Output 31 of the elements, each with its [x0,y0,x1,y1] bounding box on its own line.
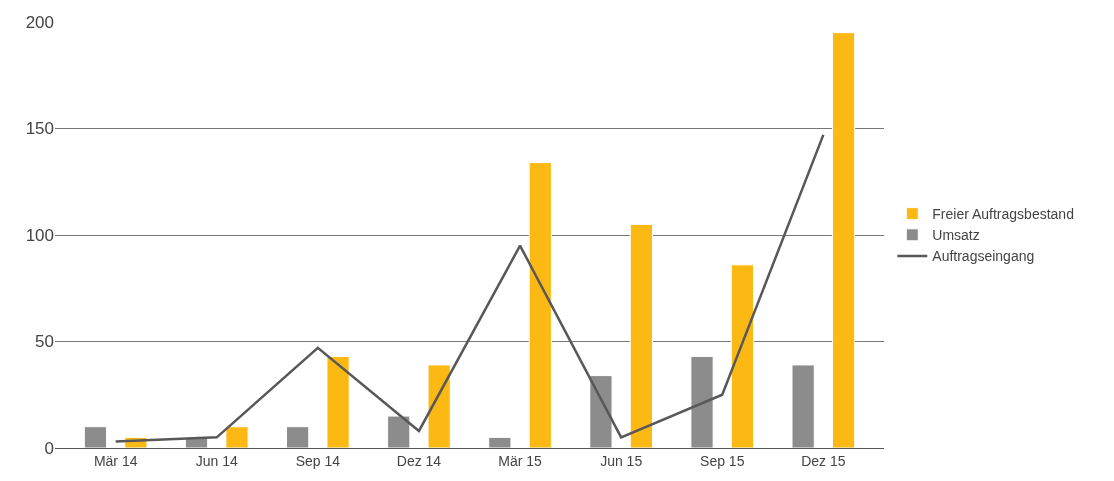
x-tick-label: Mär 15 [498,452,543,469]
y-tick-label: 50 [35,332,54,352]
x-tick-label: Mär 14 [93,452,138,469]
bar [326,355,350,448]
bar [528,162,552,448]
bar [589,375,613,448]
y-tick-label: 150 [25,119,54,139]
legend-label: Umsatz [932,227,980,244]
legend-label: Freier Auftragsbestand [932,206,1074,223]
x-tick-label: Jun 14 [195,452,238,469]
bar [730,264,755,448]
bar [225,426,249,448]
legend-label: Auftragseingang [932,248,1035,265]
bar [831,32,856,448]
bar [791,364,815,448]
x-tick-label: Dez 14 [396,452,442,469]
x-tick-label: Jun 15 [600,452,643,469]
y-tick-label: 100 [25,225,54,245]
x-tick-label: Sep 14 [295,452,341,469]
line-series [114,133,825,443]
bar [690,355,714,448]
x-tick-label: Sep 15 [700,452,745,469]
bar [286,426,310,448]
bar [427,364,451,448]
bar [387,415,411,448]
y-tick-label: 0 [44,438,54,458]
bar [488,436,512,448]
bar [629,223,653,448]
y-tick-label: 200 [25,12,54,32]
x-tick-label: Dez 15 [801,452,846,469]
bar [83,426,108,448]
